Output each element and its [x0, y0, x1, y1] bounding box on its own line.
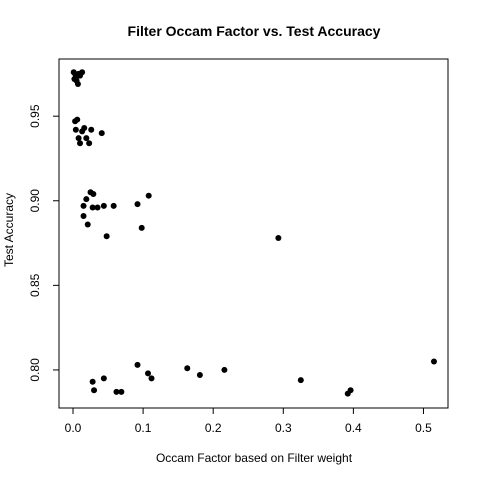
data-points	[70, 69, 437, 397]
x-tick-label: 0.0	[65, 421, 82, 435]
data-point	[84, 221, 91, 228]
data-point	[221, 366, 228, 373]
x-tick-label: 0.1	[135, 421, 152, 435]
data-point	[88, 126, 95, 133]
y-axis-label: Test Accuracy	[2, 193, 16, 267]
data-point	[80, 212, 87, 219]
data-point	[80, 202, 87, 209]
y-tick-label: 0.95	[28, 104, 42, 128]
data-point	[148, 375, 155, 382]
data-point	[98, 130, 105, 137]
data-point	[110, 202, 117, 209]
data-point	[113, 388, 120, 395]
data-point	[91, 387, 98, 394]
data-point	[86, 140, 93, 147]
data-point	[145, 370, 152, 377]
data-point	[81, 125, 88, 132]
chart-title: Filter Occam Factor vs. Test Accuracy	[128, 23, 381, 39]
x-axis-label: Occam Factor based on Filter weight	[156, 451, 353, 465]
data-point	[100, 375, 107, 382]
data-point	[100, 202, 107, 209]
data-point	[103, 233, 110, 240]
data-point	[94, 204, 101, 211]
data-point	[430, 358, 437, 365]
data-point	[83, 135, 90, 142]
data-point	[275, 234, 282, 241]
data-point	[297, 377, 304, 384]
data-point	[196, 372, 203, 379]
y-tick-label: 0.80	[28, 358, 42, 382]
data-point	[79, 69, 86, 76]
data-point	[77, 140, 84, 147]
data-point	[184, 365, 191, 372]
data-point	[89, 378, 96, 385]
data-point	[72, 126, 79, 133]
data-point	[145, 192, 152, 199]
data-point	[89, 204, 96, 211]
y-tick-label: 0.90	[28, 189, 42, 213]
x-tick-label: 0.4	[345, 421, 362, 435]
data-point	[74, 81, 81, 88]
data-point	[75, 135, 82, 142]
x-tick-label: 0.5	[415, 421, 432, 435]
data-point	[138, 224, 145, 231]
y-tick-label: 0.85	[28, 273, 42, 297]
plot-frame	[58, 58, 449, 409]
data-point	[134, 201, 141, 208]
data-point	[134, 361, 141, 368]
data-point	[74, 116, 81, 123]
data-point	[118, 388, 125, 395]
x-tick-label: 0.2	[205, 421, 222, 435]
data-point	[83, 196, 90, 203]
data-point	[90, 190, 97, 197]
x-tick-label: 0.3	[275, 421, 292, 435]
data-point	[347, 387, 354, 394]
